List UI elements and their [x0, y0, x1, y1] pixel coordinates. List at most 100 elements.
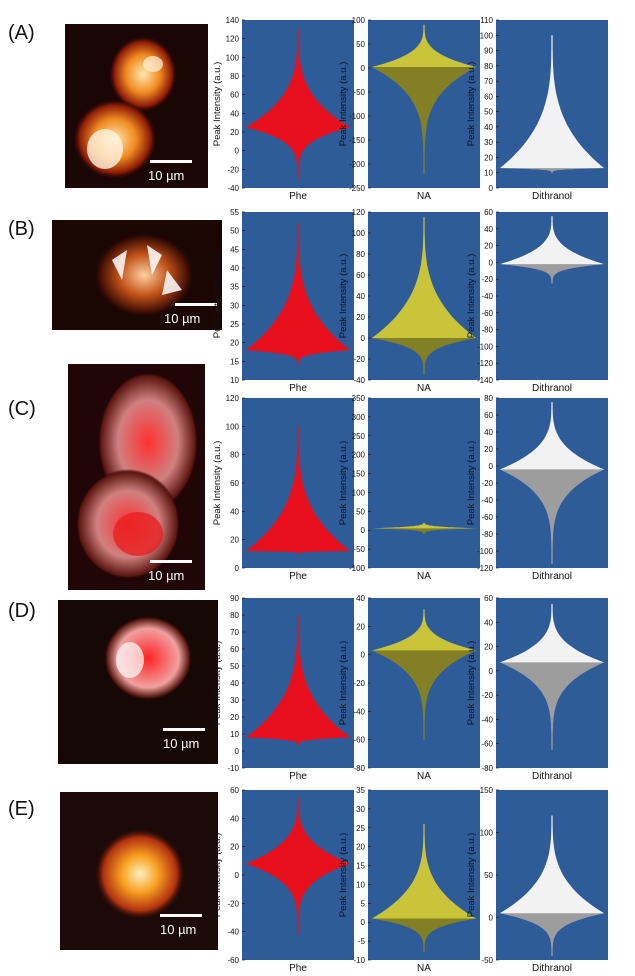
y-tick-label: 90 — [230, 594, 239, 603]
y-tick-label: 40 — [484, 123, 493, 132]
violin-plot-svg: 0 20 40 60 80 100 120 Phe Peak Intensity (a.u.) — [212, 394, 354, 582]
x-axis-label: Phe — [289, 383, 307, 394]
y-tick-label: 100 — [226, 422, 240, 431]
violin-na — [371, 609, 477, 740]
y-tick-label: 140 — [226, 16, 240, 25]
y-tick-label: 120 — [226, 35, 240, 44]
violin-plot-svg: -50 0 50 100 150 Dithranol Peak Intensity (a.u… — [466, 786, 608, 974]
y-tick-label: 40 — [356, 594, 365, 603]
panel-letter-d: (D) — [8, 600, 36, 622]
y-axis-label: Peak Intensity (a.u.) — [338, 441, 349, 525]
y-tick-label: 80 — [230, 611, 239, 620]
scale-bar — [150, 160, 192, 163]
y-tick-label: 0 — [361, 526, 366, 535]
microscopy-image-c — [68, 364, 205, 590]
microscopy-image-d — [58, 600, 218, 764]
scale-bar — [163, 728, 205, 731]
y-tick-label: 60 — [230, 786, 239, 795]
y-tick-label: 25 — [356, 824, 365, 833]
y-tick-label: 40 — [484, 618, 493, 627]
x-axis-label: NA — [417, 191, 431, 202]
violin-plot-phe-5: -60 -40 -20 0 20 40 60 Phe Peak Intensity (a.u.) — [212, 786, 354, 974]
y-axis-label: Peak Intensity (a.u.) — [338, 254, 349, 338]
y-tick-label: -20 — [481, 479, 493, 488]
violin-plot-svg: -10 -5 0 5 10 15 20 25 30 35 NA Peak Intensity (a.u… — [338, 786, 480, 974]
microscopy-image-b — [52, 220, 222, 330]
y-tick-label: 100 — [352, 488, 366, 497]
violin-plot-dithranol-4: -80 -60 -40 -20 0 20 40 60 Dithranol Peak Intensi… — [466, 594, 608, 782]
y-tick-label: 20 — [484, 643, 493, 652]
y-tick-label: 30 — [230, 301, 239, 310]
y-tick-label: 50 — [484, 108, 493, 117]
y-tick-label: -60 — [481, 513, 493, 522]
y-tick-label: 40 — [230, 109, 239, 118]
y-axis-label: Peak Intensity (a.u.) — [466, 62, 477, 146]
y-tick-label: 40 — [230, 507, 239, 516]
y-tick-label: -20 — [227, 165, 239, 174]
scale-bar-label: 10 µm — [164, 311, 201, 326]
y-tick-label: 200 — [352, 451, 366, 460]
y-tick-label: 20 — [230, 843, 239, 852]
y-tick-label: -80 — [481, 530, 493, 539]
y-tick-label: 80 — [230, 451, 239, 460]
y-tick-label: 0 — [489, 462, 494, 471]
y-tick-label: 10 — [230, 376, 239, 385]
y-tick-label: 0 — [489, 914, 494, 923]
violin-plot-phe-1: -40 -20 0 20 40 60 80 100 120 140 Phe Peak Intensit… — [212, 16, 354, 202]
y-tick-label: 20 — [356, 313, 365, 322]
y-tick-label: 80 — [484, 394, 493, 403]
y-tick-label: -80 — [481, 326, 493, 335]
y-tick-label: -100 — [477, 547, 494, 556]
x-axis-label: Dithranol — [532, 571, 572, 582]
y-tick-label: -10 — [227, 764, 239, 773]
violin-phe — [245, 29, 351, 179]
plot-background — [368, 398, 480, 568]
panel-letter-c: (C) — [8, 398, 36, 420]
y-tick-label: 100 — [226, 53, 240, 62]
y-tick-label: 100 — [352, 16, 366, 25]
violin-dithranol — [499, 35, 605, 173]
y-tick-label: 15 — [356, 862, 365, 871]
y-tick-label: 0 — [235, 871, 240, 880]
y-tick-label: 15 — [230, 357, 239, 366]
y-tick-label: -60 — [481, 740, 493, 749]
violin-shade — [499, 662, 605, 750]
y-axis-label: Peak Intensity (a.u.) — [466, 441, 477, 525]
x-axis-label: Dithranol — [532, 963, 572, 974]
y-tick-label: 20 — [230, 536, 239, 545]
microscopy-image-e — [60, 792, 218, 950]
y-tick-label: -40 — [227, 928, 239, 937]
y-tick-label: -5 — [358, 937, 366, 946]
violin-plot-svg: -80 -60 -40 -20 0 20 40 NA Peak Intensity (a.u.) — [338, 594, 480, 782]
x-axis-label: Dithranol — [532, 383, 572, 394]
panel-letter-b: (B) — [8, 218, 35, 240]
violin-plot-svg: -100 -50 0 50 100 150 200 250 300 350 NA Peak Inten… — [338, 394, 480, 582]
violin-plot-svg: -40 -20 0 20 40 60 80 100 120 NA Peak Intensity (a… — [338, 208, 480, 394]
y-tick-label: 10 — [356, 880, 365, 889]
y-tick-label: 70 — [484, 77, 493, 86]
y-tick-label: 20 — [230, 713, 239, 722]
y-tick-label: -150 — [349, 136, 366, 145]
y-tick-label: 35 — [356, 786, 365, 795]
y-tick-label: 0 — [235, 564, 240, 573]
y-axis-label: Peak Intensity (a.u.) — [466, 833, 477, 917]
y-tick-label: 0 — [361, 651, 366, 660]
y-axis-label: Peak Intensity (a.u.) — [466, 641, 477, 725]
y-tick-label: 35 — [230, 283, 239, 292]
violin-na — [371, 24, 477, 174]
violin-na — [371, 217, 477, 375]
y-axis-label: Peak Intensity (a.u.) — [338, 62, 349, 146]
y-tick-label: 100 — [480, 31, 494, 40]
violin-shade — [372, 918, 476, 953]
x-axis-label: Dithranol — [532, 771, 572, 782]
y-tick-label: 100 — [480, 829, 494, 838]
violin-plot-dithranol-2: -140 -120 -100 -80 -60 -40 -20 0 20 40 60 Dithranol… — [466, 208, 608, 394]
scale-bar — [160, 914, 202, 917]
y-tick-label: 40 — [230, 814, 239, 823]
y-tick-label: -50 — [353, 88, 365, 97]
y-axis-label: Peak Intensity (a.u.) — [338, 833, 349, 917]
violin-plot-svg: -250 -200 -150 -100 -50 0 50 100 NA Peak Intensit… — [338, 16, 480, 202]
microscopy-image-a — [65, 24, 208, 188]
y-tick-label: 30 — [230, 696, 239, 705]
violin-plot-na-4: -80 -60 -40 -20 0 20 40 NA Peak Intensity (a.u.) — [338, 594, 480, 782]
